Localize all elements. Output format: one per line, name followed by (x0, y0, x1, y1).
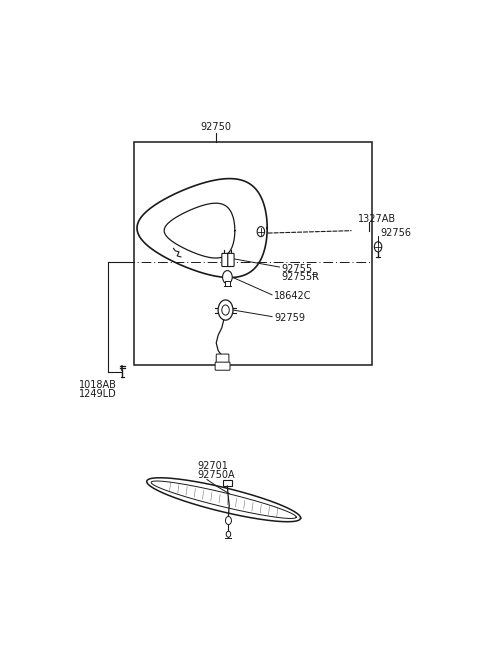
Text: 1327AB: 1327AB (358, 214, 396, 224)
Text: 92750: 92750 (201, 122, 232, 132)
FancyBboxPatch shape (228, 254, 234, 267)
Circle shape (218, 300, 233, 320)
Circle shape (226, 516, 231, 524)
Bar (223, 480, 232, 486)
Circle shape (223, 271, 232, 284)
Text: 92759: 92759 (274, 313, 305, 323)
FancyBboxPatch shape (222, 254, 228, 267)
Text: 18642C: 18642C (274, 291, 312, 302)
FancyBboxPatch shape (215, 362, 230, 371)
Text: 1249LD: 1249LD (79, 388, 116, 399)
Text: 92755R: 92755R (281, 272, 319, 282)
Circle shape (226, 531, 231, 537)
Bar (134, 142, 372, 365)
Bar (225, 281, 230, 286)
Text: 1018AB: 1018AB (79, 380, 117, 390)
Circle shape (222, 305, 229, 315)
Text: 92750A: 92750A (198, 470, 235, 480)
FancyBboxPatch shape (216, 354, 229, 363)
Text: 92701: 92701 (198, 461, 228, 471)
Text: 92756: 92756 (380, 228, 411, 238)
Text: 92755_: 92755_ (281, 263, 317, 274)
